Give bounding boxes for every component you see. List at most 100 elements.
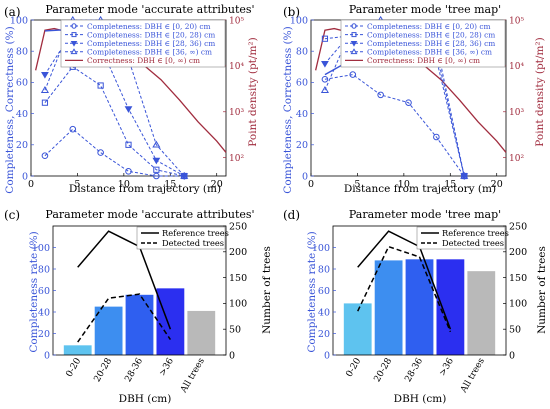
- panel-b-ytick-label-0: 0: [302, 171, 308, 182]
- panel-c-legend-label-1: Detected trees: [162, 238, 224, 248]
- panel-a-xlabel: Distance from trajectory (m): [69, 183, 221, 195]
- panel-d: (d) Parameter mode 'tree map' DBH (cm) C…: [283, 208, 548, 405]
- panel-b-legend-label-1: Completeness: DBH ∈ [20, 28) cm: [367, 30, 495, 39]
- panel-b-series-3-point-5: [460, 171, 469, 179]
- panel-b-series-0-point-1: [349, 71, 357, 78]
- panel-c-rtick-label-1: 50: [229, 325, 241, 336]
- panel-b-xtick-label-4: 20: [491, 179, 503, 190]
- panel-d-xtick-label-1: 20-28: [373, 356, 395, 384]
- panel-d-ytick-label-1: 20: [318, 329, 330, 340]
- panel-a-series-1-line: [44, 66, 185, 177]
- panel-a-ylabel-right: Point density (pt/m²): [247, 37, 259, 146]
- panel-b-xlabel: Distance from trajectory (m): [344, 183, 496, 195]
- panel-a-series-3-point-0: [40, 86, 50, 93]
- panel-c-rtick-label-2: 100: [229, 299, 247, 310]
- panel-a-series-1-point-2: [97, 82, 104, 89]
- panel-d-ytick-label-3: 60: [318, 286, 330, 297]
- panel-b-series-0-point-2: [377, 91, 384, 99]
- panel-a-legend-label-0: Completeness: DBH ∈ [0, 20) cm: [87, 22, 211, 31]
- panel-b-legend-label-0: Completeness: DBH ∈ [0, 20) cm: [367, 22, 491, 31]
- panel-a-xtick-label-4: 20: [211, 179, 223, 190]
- panel-a-ytick-label-5: 100: [10, 15, 28, 26]
- panel-a-legend: Completeness: DBH ∈ [0, 20) cmCompletene…: [60, 19, 226, 68]
- panel-d-xtick-label-3: >36: [438, 356, 456, 378]
- panel-a-legend-label-4: Correctness: DBH ∈ [0, ∞) cm: [87, 56, 200, 65]
- panel-c-plot: 0 20 40 60 80 100 0 50 100 150 200 250 0-20 20-28 28-3…: [32, 221, 247, 395]
- panel-b-xtick-label-0: 0: [308, 179, 314, 190]
- panel-b-rtick-label-3: 10⁵: [509, 16, 524, 26]
- panel-a-series-0-point-4: [153, 172, 160, 180]
- panel-c-bar-2: [125, 294, 154, 355]
- panel-c-ytick-label-2: 40: [38, 307, 50, 318]
- panel-b-legend: Completeness: DBH ∈ [0, 20) cmCompletene…: [340, 19, 506, 68]
- panel-b-label: (b): [283, 5, 300, 19]
- panel-b-legend-label-3: Completeness: DBH ∈ [36, ∞) cm: [367, 48, 492, 57]
- panel-c-title: Parameter mode 'accurate attributes': [45, 208, 254, 221]
- panel-a-xtick-label-1: 5: [74, 179, 80, 190]
- panel-d-xtick-label-2: 28-36: [403, 356, 425, 384]
- panel-d-rtick-label-5: 250: [509, 221, 527, 232]
- panel-c-ytick-label-1: 20: [38, 329, 50, 340]
- panel-d-xtick-label-0: 0-20: [345, 356, 364, 379]
- panel-c-line-0: [77, 230, 172, 330]
- panel-a-series-0-point-0: [41, 152, 49, 160]
- panel-b-rtick-label-0: 10²: [509, 154, 524, 164]
- panel-c-rtick-label-4: 200: [229, 247, 247, 258]
- panel-a-series-2-point-4: [152, 157, 161, 165]
- panel-a-ytick-label-0: 0: [22, 171, 28, 182]
- panel-d-legend-label-1: Detected trees: [442, 238, 504, 248]
- panel-a-series-2-line: [44, 30, 185, 177]
- panel-a-legend-marker-0: [71, 23, 77, 29]
- panel-a-legend-marker-2: [70, 40, 78, 47]
- panel-b-series-0-point-4: [433, 133, 440, 141]
- panel-c-ylabel: Completeness rate (%): [28, 231, 40, 352]
- panel-c-rtick-label-5: 250: [229, 221, 247, 232]
- panel-c-xtick-label-1: 20-28: [93, 356, 115, 384]
- panel-b-legend-marker-3: [350, 48, 358, 55]
- panel-c-legend-label-0: Reference trees: [162, 228, 229, 238]
- panel-d-line-0: [357, 230, 452, 330]
- panel-d-label: (d): [283, 208, 300, 222]
- panel-d-ytick-label-5: 100: [312, 243, 330, 254]
- panel-c-bar-4: [187, 310, 216, 355]
- panel-c-xtick-label-3: >36: [158, 356, 176, 378]
- panel-d-ytick-label-0: 0: [324, 350, 330, 361]
- panel-a-legend-box: [60, 19, 226, 68]
- panel-d-bar-1: [374, 260, 403, 355]
- panel-a-xtick-label-3: 15: [164, 179, 176, 190]
- panel-c-ytick-label-4: 80: [38, 264, 50, 275]
- panel-b-ytick-label-2: 40: [296, 109, 308, 120]
- panel-a-xtick-label-0: 0: [28, 179, 34, 190]
- panel-b-series-3-point-0: [320, 86, 330, 93]
- panel-a-ytick-label-2: 40: [16, 109, 28, 120]
- panel-d-title: Parameter mode 'tree map': [349, 208, 501, 221]
- panel-a-series-0-point-2: [97, 149, 104, 156]
- panel-b-legend-marker-2: [350, 40, 358, 47]
- panel-d-legend-label-0: Reference trees: [442, 228, 509, 238]
- panel-b-series-0-point-0: [321, 75, 329, 83]
- panel-b-ytick-label-1: 20: [296, 140, 308, 151]
- panel-d-rtick-label-0: 0: [509, 350, 515, 361]
- panel-a: (a) Parameter mode 'accurate attributes'…: [4, 3, 259, 195]
- panel-a-rtick-label-0: 10²: [229, 154, 244, 164]
- panel-c: (c) Parameter mode 'accurate attributes'…: [4, 208, 273, 405]
- panel-a-series-3-point-5: [180, 171, 189, 179]
- panel-a-rtick-label-1: 10³: [229, 108, 244, 118]
- panel-c-ytick-label-0: 0: [44, 350, 50, 361]
- panel-c-xlabel: DBH (cm): [119, 393, 172, 405]
- panel-b-ylabel: Completeness, Correctness (%): [282, 26, 294, 193]
- panel-a-ytick-label-4: 80: [16, 47, 28, 58]
- panel-d-xlabel: DBH (cm): [394, 393, 447, 405]
- panel-b-ylabel-right: Point density (pt/m²): [534, 37, 546, 146]
- panel-d-xtick-label-4: All trees: [459, 356, 488, 395]
- panel-a-ytick-label-1: 20: [16, 140, 28, 151]
- panel-b-rtick-label-2: 10⁴: [509, 62, 524, 72]
- panel-a-title: Parameter mode 'accurate attributes': [45, 3, 254, 16]
- panel-a-legend-marker-1: [71, 32, 77, 38]
- panel-d-bar-2: [405, 259, 434, 355]
- panel-a-series-2-point-0: [41, 71, 49, 79]
- panel-c-label: (c): [4, 208, 20, 222]
- panel-c-xtick-label-4: All trees: [179, 356, 208, 395]
